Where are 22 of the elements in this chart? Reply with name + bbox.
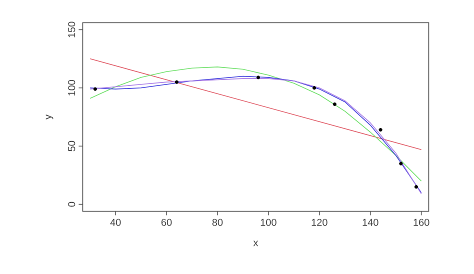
line-series — [90, 66, 422, 182]
point — [399, 162, 403, 166]
x-tick-label: 120 — [312, 218, 328, 226]
y-tick-label: 0 — [68, 202, 76, 207]
x-tick-label: 140 — [362, 218, 378, 226]
point — [174, 80, 179, 84]
point — [312, 86, 316, 90]
point — [256, 76, 260, 80]
point — [93, 87, 97, 91]
point — [332, 102, 336, 106]
point — [414, 185, 418, 189]
y-tick-label: 100 — [68, 80, 76, 96]
y-tick-label: 50 — [68, 140, 76, 152]
x-tick-label: 40 — [110, 218, 121, 226]
x-tick-label: 80 — [212, 218, 223, 226]
point — [378, 128, 382, 132]
y-axis-title: y — [46, 114, 54, 120]
x-tick-label: 160 — [414, 218, 430, 226]
x-tick-label: 100 — [260, 218, 276, 226]
y-tick-label: 150 — [68, 22, 76, 38]
x-axis-title: x — [253, 240, 258, 246]
x-tick-label: 60 — [161, 218, 172, 226]
